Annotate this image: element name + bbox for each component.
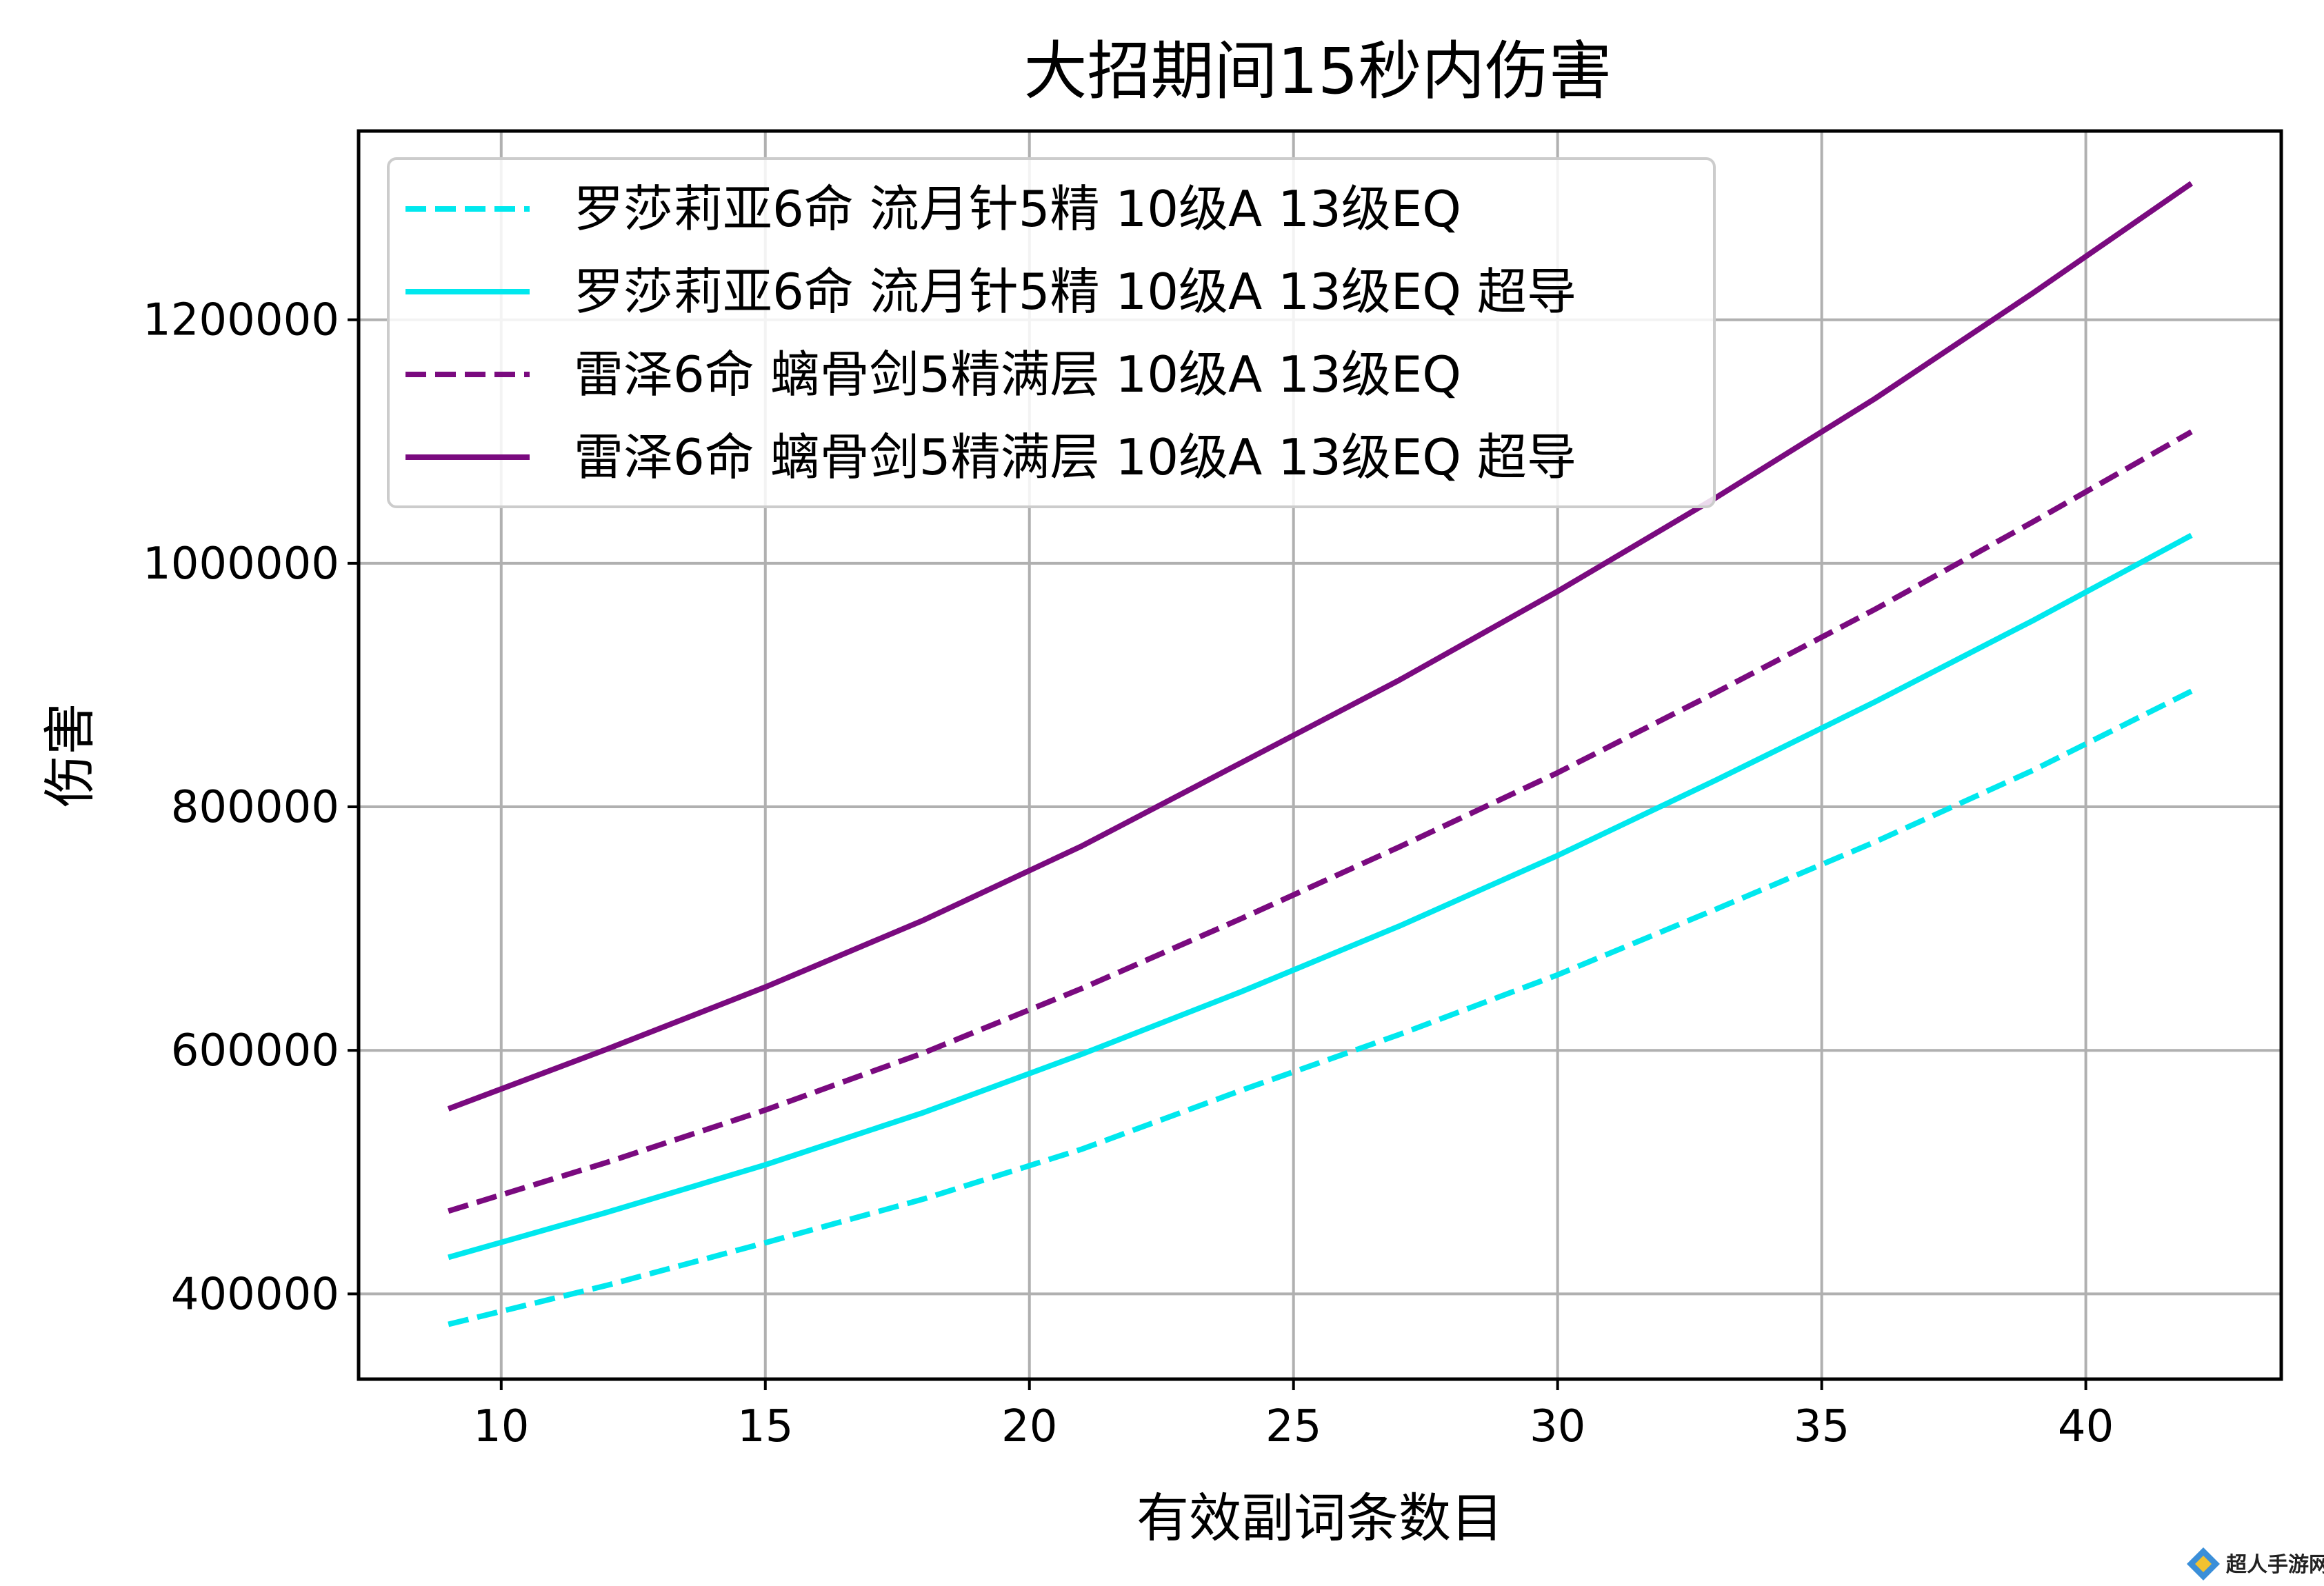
legend-label-1: 罗莎莉亚6命 流月针5精 10级A 13级EQ (574, 180, 1461, 238)
x-tick-label: 10 (473, 1401, 529, 1452)
plot-frame (357, 129, 2283, 1381)
legend-label-3: 雷泽6命 螭骨剑5精满层 10级A 13级EQ (574, 345, 1461, 403)
watermark-text: 超人手游网 (2226, 1553, 2324, 1577)
y-tick-label: 600000 (171, 1025, 339, 1076)
series-line-1 (448, 688, 2193, 1327)
y-tick-label: 1000000 (143, 539, 339, 590)
x-tick-label: 25 (1265, 1401, 1321, 1452)
watermark: 超人手游网 (2187, 1547, 2324, 1580)
watermark-logo-icon (2187, 1547, 2220, 1580)
y-tick-label: 400000 (171, 1269, 339, 1320)
x-tick-label: 15 (737, 1401, 793, 1452)
x-tick-label: 40 (2058, 1401, 2114, 1452)
y-tick-label: 1200000 (143, 295, 339, 346)
series-lines (447, 181, 2194, 1327)
chart-title: 大招期间15秒内伤害 (1023, 34, 1612, 108)
series-line-4 (447, 181, 2194, 1112)
legend-label-2: 罗莎莉亚6命 流月针5精 10级A 13级EQ 超导 (574, 263, 1576, 321)
x-axis-label: 有效副词条数目 (1136, 1487, 1503, 1549)
axis-ticks: 10 15 20 25 30 35 40 400000 600000 800000 1000000 1… (143, 295, 2114, 1452)
x-tick-label: 20 (1001, 1401, 1057, 1452)
series-line-2 (448, 532, 2193, 1261)
y-tick-label: 800000 (171, 782, 339, 833)
x-tick-label: 35 (1794, 1401, 1850, 1452)
legend: 罗莎莉亚6命 流月针5精 10级A 13级EQ 罗莎莉亚6命 流月针5精 10级A… (387, 157, 1716, 508)
series-line-3 (448, 429, 2193, 1214)
legend-box (387, 157, 1716, 508)
x-tick-label: 30 (1530, 1401, 1585, 1452)
legend-label-4: 雷泽6命 螭骨剑5精满层 10级A 13级EQ 超导 (574, 428, 1576, 486)
y-axis-label: 伤害 (39, 703, 101, 807)
